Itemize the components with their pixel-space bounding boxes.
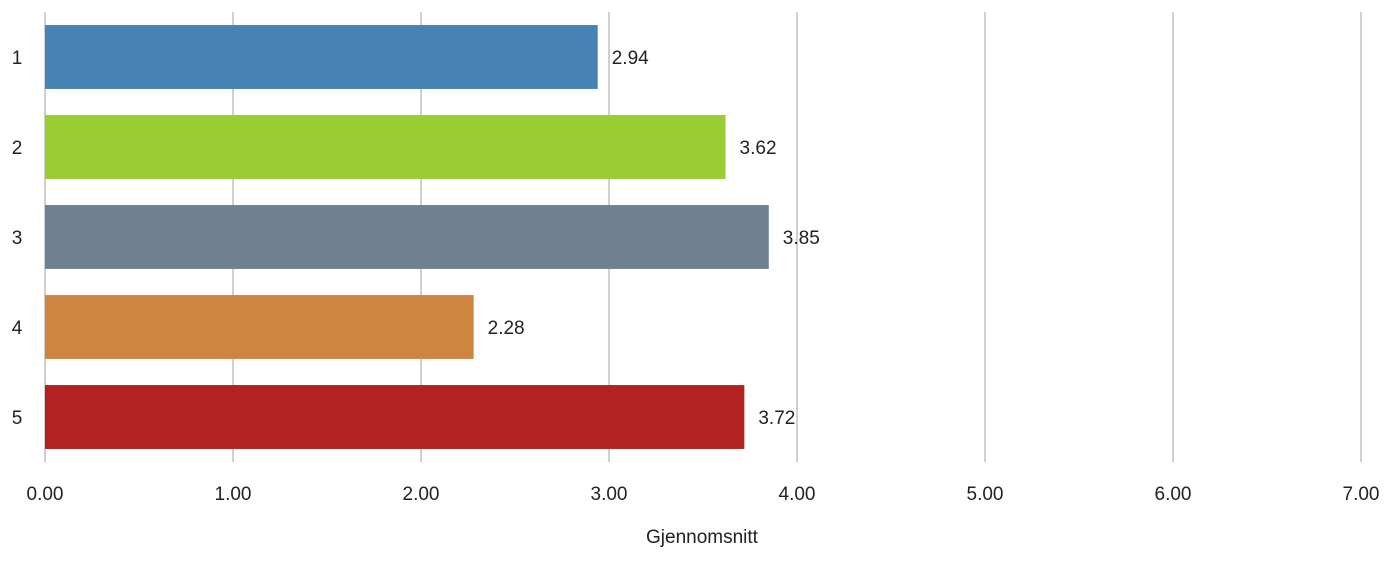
data-label-2: 3.62: [740, 138, 777, 159]
x-tick-label: 7.00: [1343, 484, 1380, 505]
x-tick-labels: 0.00 1.00 2.00 3.00 4.00 5.00 6.00 7.00: [27, 484, 1380, 505]
x-axis-title: Gjennomsnitt: [646, 527, 759, 548]
category-label-1: 1: [12, 48, 23, 69]
category-label-3: 3: [12, 228, 23, 249]
data-label-4: 2.28: [488, 318, 525, 339]
category-labels: 1 2 3 4 5: [12, 48, 23, 429]
x-tick-label: 4.00: [779, 484, 816, 505]
category-label-5: 5: [12, 408, 23, 429]
data-label-3: 3.85: [783, 228, 820, 249]
x-tick-label: 3.00: [591, 484, 628, 505]
x-tick-label: 2.00: [403, 484, 440, 505]
x-tick-label: 5.00: [967, 484, 1004, 505]
x-tick-label: 0.00: [27, 484, 64, 505]
data-label-1: 2.94: [612, 48, 649, 69]
category-label-4: 4: [12, 318, 23, 339]
data-label-5: 3.72: [758, 408, 795, 429]
data-labels: 2.94 3.62 3.85 2.28 3.72: [488, 48, 820, 429]
bar-2: [45, 115, 726, 179]
bar-5: [45, 385, 745, 449]
bar-3: [45, 205, 769, 269]
bar-4: [45, 295, 474, 359]
bar-1: [45, 25, 598, 89]
bars: [45, 25, 769, 449]
x-tick-label: 1.00: [215, 484, 252, 505]
x-tick-label: 6.00: [1155, 484, 1192, 505]
category-label-2: 2: [12, 138, 23, 159]
